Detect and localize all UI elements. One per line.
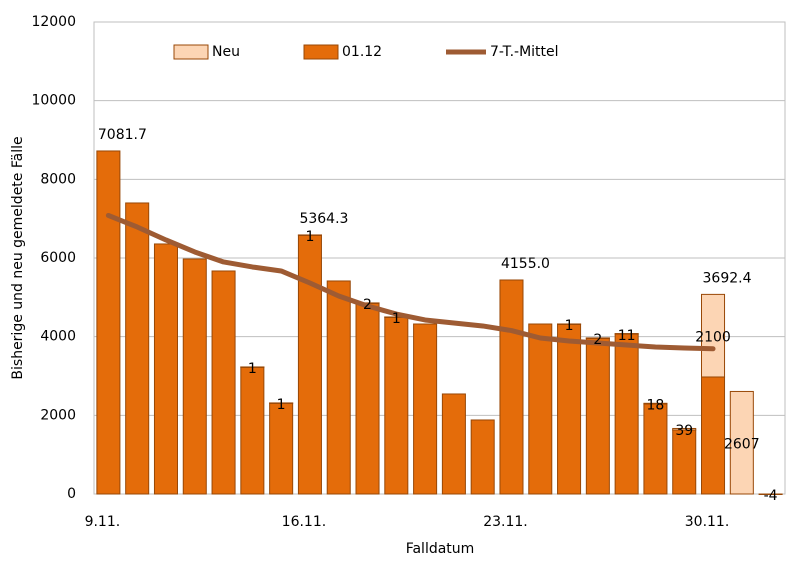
legend-swatch [303, 44, 339, 60]
y-tick-label: 6000 [40, 250, 76, 266]
line-series [105, 212, 716, 352]
bar [643, 402, 668, 405]
data-label: 5364.3 [299, 211, 348, 227]
bar [297, 234, 322, 495]
data-label: 2607 [724, 437, 760, 453]
bar [153, 243, 178, 495]
data-label: 3692.4 [703, 270, 752, 286]
bar [211, 270, 236, 495]
bar [269, 402, 294, 404]
bar [672, 427, 697, 431]
bar [557, 323, 582, 325]
legend-label: 01.12 [342, 44, 382, 60]
bar [240, 366, 265, 368]
bar [585, 337, 610, 339]
bar [672, 429, 697, 495]
data-label: 1 [565, 318, 574, 334]
bar [729, 390, 754, 495]
bar [413, 323, 438, 495]
x-tick-label: 9.11. [85, 514, 121, 530]
data-label: 4155.0 [501, 256, 550, 272]
legend-label: Neu [212, 44, 240, 60]
data-label: 18 [647, 398, 665, 414]
data-label: 1 [305, 229, 314, 245]
bar [528, 323, 553, 495]
bar [297, 234, 322, 236]
data-label: 2100 [695, 330, 731, 346]
legend-swatch [173, 44, 209, 60]
bar [758, 493, 783, 495]
bar [355, 302, 380, 495]
x-tick-label: 16.11. [282, 514, 327, 530]
data-label: 1 [277, 397, 286, 413]
bar [585, 337, 610, 495]
bar [182, 258, 207, 495]
bar [701, 293, 726, 378]
y-axis-label: Bisherige und neu gemeldete Fälle [10, 136, 26, 379]
data-label: 2 [363, 297, 372, 313]
y-tick-label: 4000 [40, 329, 76, 345]
x-axis-label: Falldatum [406, 541, 475, 557]
bar [441, 393, 466, 495]
legend-label: 7-T.-Mittel [490, 44, 559, 60]
y-tick-label: 8000 [40, 171, 76, 187]
bar [499, 279, 524, 495]
y-tick-label: 10000 [31, 93, 76, 109]
legend: Neu 01.12 7-T.-Mittel [112, 40, 592, 64]
bar [557, 323, 582, 495]
data-label: 7081.7 [98, 127, 147, 143]
x-tick-label: 30.11. [685, 514, 730, 530]
bar [701, 376, 726, 495]
data-label: 39 [675, 423, 693, 439]
bar [96, 150, 121, 495]
data-label: 2 [593, 332, 602, 348]
bar [269, 402, 294, 495]
y-tick-label: 2000 [40, 407, 76, 423]
bar [384, 316, 409, 495]
data-label: 1 [248, 361, 257, 377]
data-label: -4 [764, 488, 778, 504]
y-tick-label: 12000 [31, 14, 76, 30]
bar [614, 333, 639, 495]
bar [643, 403, 668, 495]
bar [125, 202, 150, 495]
y-tick-label: 0 [67, 486, 76, 502]
bar [326, 280, 351, 495]
bar [240, 366, 265, 495]
bar [614, 333, 639, 335]
data-label: 11 [618, 328, 636, 344]
bar [470, 419, 495, 495]
x-tick-label: 23.11. [483, 514, 528, 530]
data-label: 1 [392, 311, 401, 327]
